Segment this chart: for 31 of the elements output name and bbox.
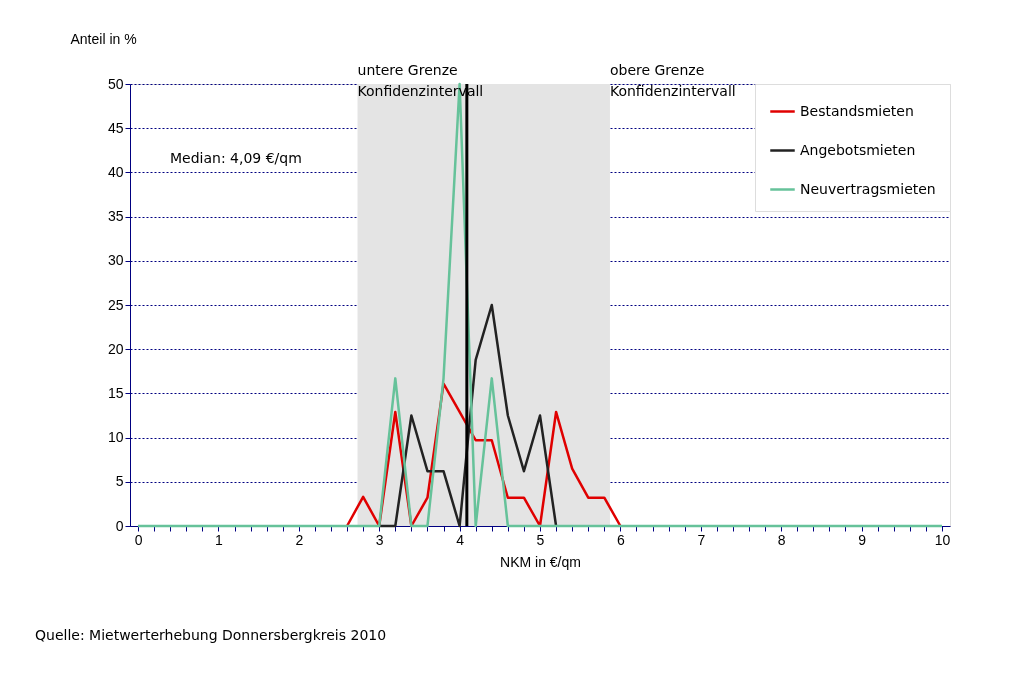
legend-label: Neuvertragsmieten [800,180,936,197]
y-tick-label: 45 [107,119,124,136]
legend-label: Angebotsmieten [800,141,916,158]
source-note: Quelle: Mietwerterhebung Donnersbergkreis 2010 [35,627,387,643]
x-tick-label: 5 [536,531,545,548]
x-tick-label: 2 [295,531,304,548]
y-tick-label: 0 [115,517,124,534]
y-axis-title: Anteil in % [70,30,137,47]
x-axis-title: NKM in €/qm [500,553,581,570]
y-tick-label: 25 [107,296,124,313]
x-tick-label: 10 [934,531,951,548]
y-tick-label: 5 [115,473,124,490]
x-tick-label: 1 [215,531,224,548]
x-tick-label: 8 [777,531,786,548]
y-tick-label: 35 [107,208,124,225]
x-tick-label: 4 [456,531,465,548]
y-tick-label: 40 [107,163,124,180]
x-tick-label: 7 [697,531,706,548]
y-tick-label: 50 [107,75,124,92]
annotation: obere Grenze Konfidenzintervall [609,62,736,99]
y-tick-label: 20 [107,340,124,357]
y-tick-label: 15 [107,384,124,401]
x-tick-label: 3 [375,531,384,548]
x-tick-label: 9 [858,531,867,548]
x-tick-label: 0 [134,531,143,548]
annotation: Median: 4,09 €/qm [170,150,302,166]
line-series [377,303,558,528]
legend-label: Bestandsmieten [800,102,914,119]
y-tick-label: 30 [107,252,124,269]
x-tick-label: 6 [616,531,625,548]
y-tick-label: 10 [107,429,124,446]
